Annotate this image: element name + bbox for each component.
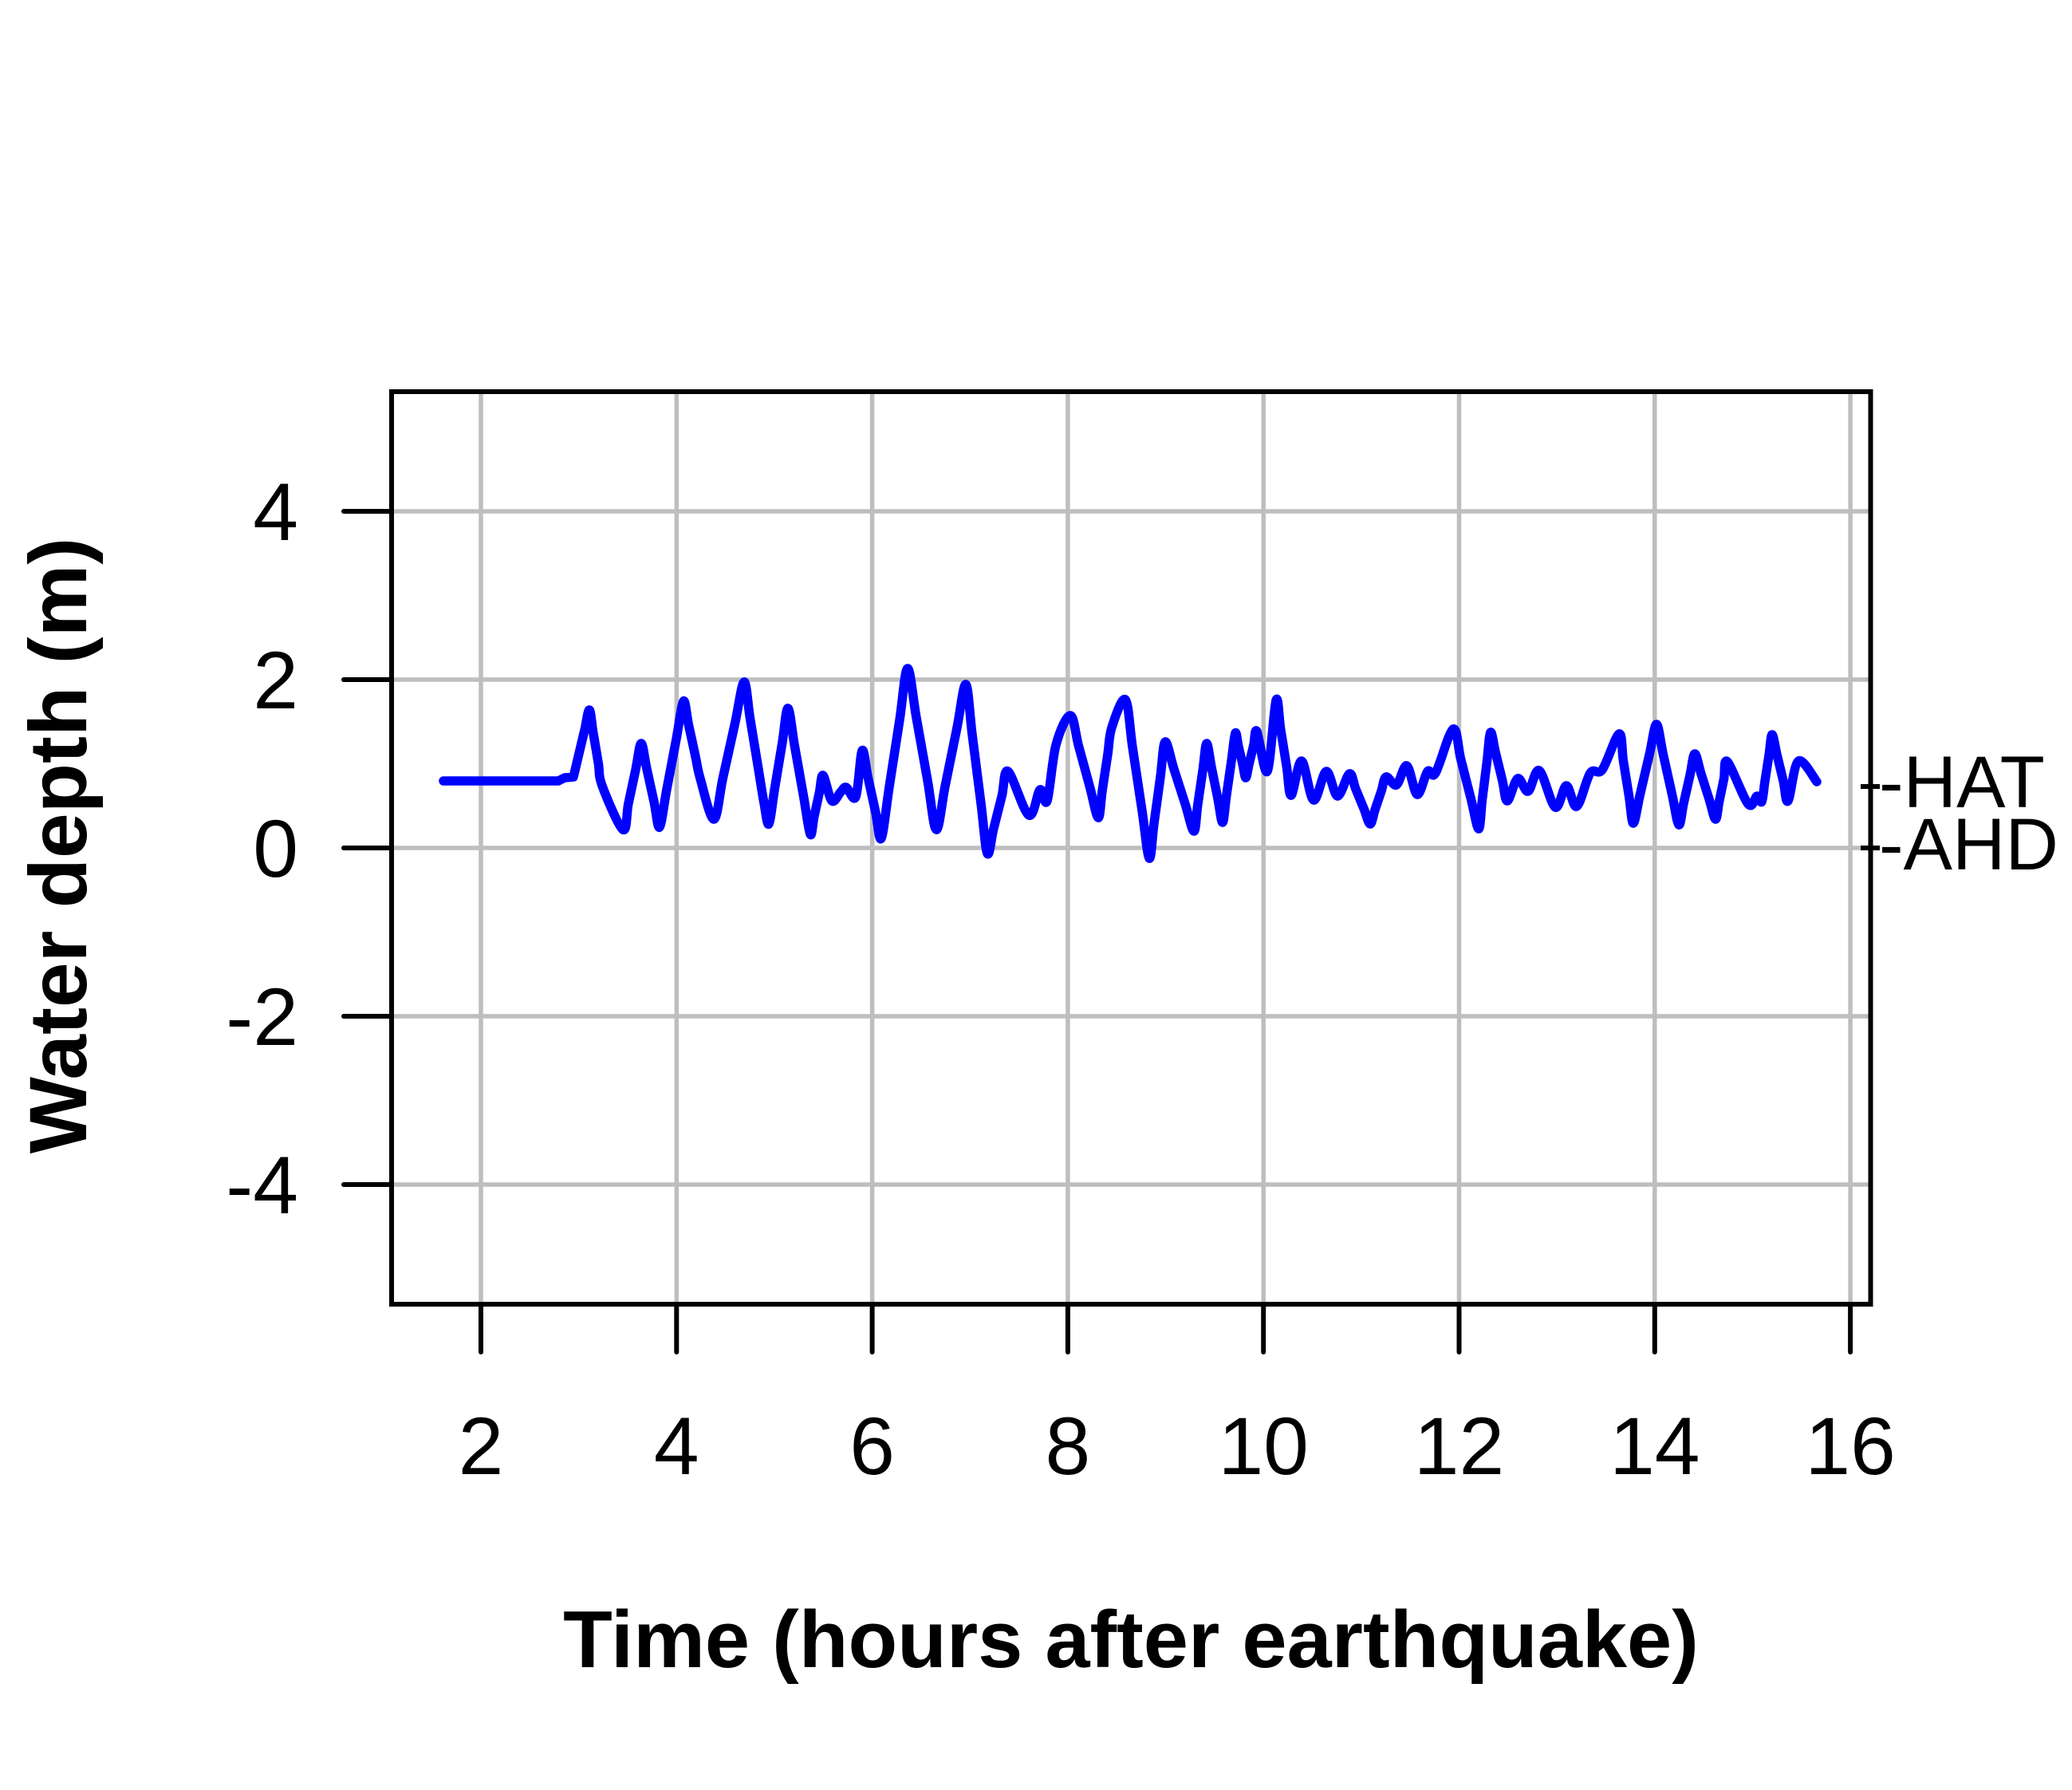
svg-text:4: 4 (253, 467, 298, 558)
svg-text:6: 6 (849, 1401, 895, 1492)
svg-text:14: 14 (1609, 1401, 1700, 1492)
svg-text:Time (hours after earthquake): Time (hours after earthquake) (563, 1595, 1699, 1685)
svg-text:4: 4 (654, 1401, 699, 1492)
svg-text:8: 8 (1046, 1401, 1091, 1492)
svg-text:10: 10 (1218, 1401, 1308, 1492)
svg-text:12: 12 (1414, 1401, 1504, 1492)
svg-text:-AHD: -AHD (1879, 804, 2058, 885)
svg-text:2: 2 (459, 1401, 504, 1492)
svg-text:-2: -2 (226, 972, 298, 1063)
svg-text:16: 16 (1805, 1401, 1895, 1492)
svg-text:0: 0 (253, 803, 298, 894)
svg-text:-4: -4 (226, 1140, 298, 1231)
svg-text:-HAT: -HAT (1879, 742, 2045, 823)
svg-text:Water depth (m): Water depth (m) (13, 538, 104, 1154)
svg-text:2: 2 (253, 635, 298, 726)
